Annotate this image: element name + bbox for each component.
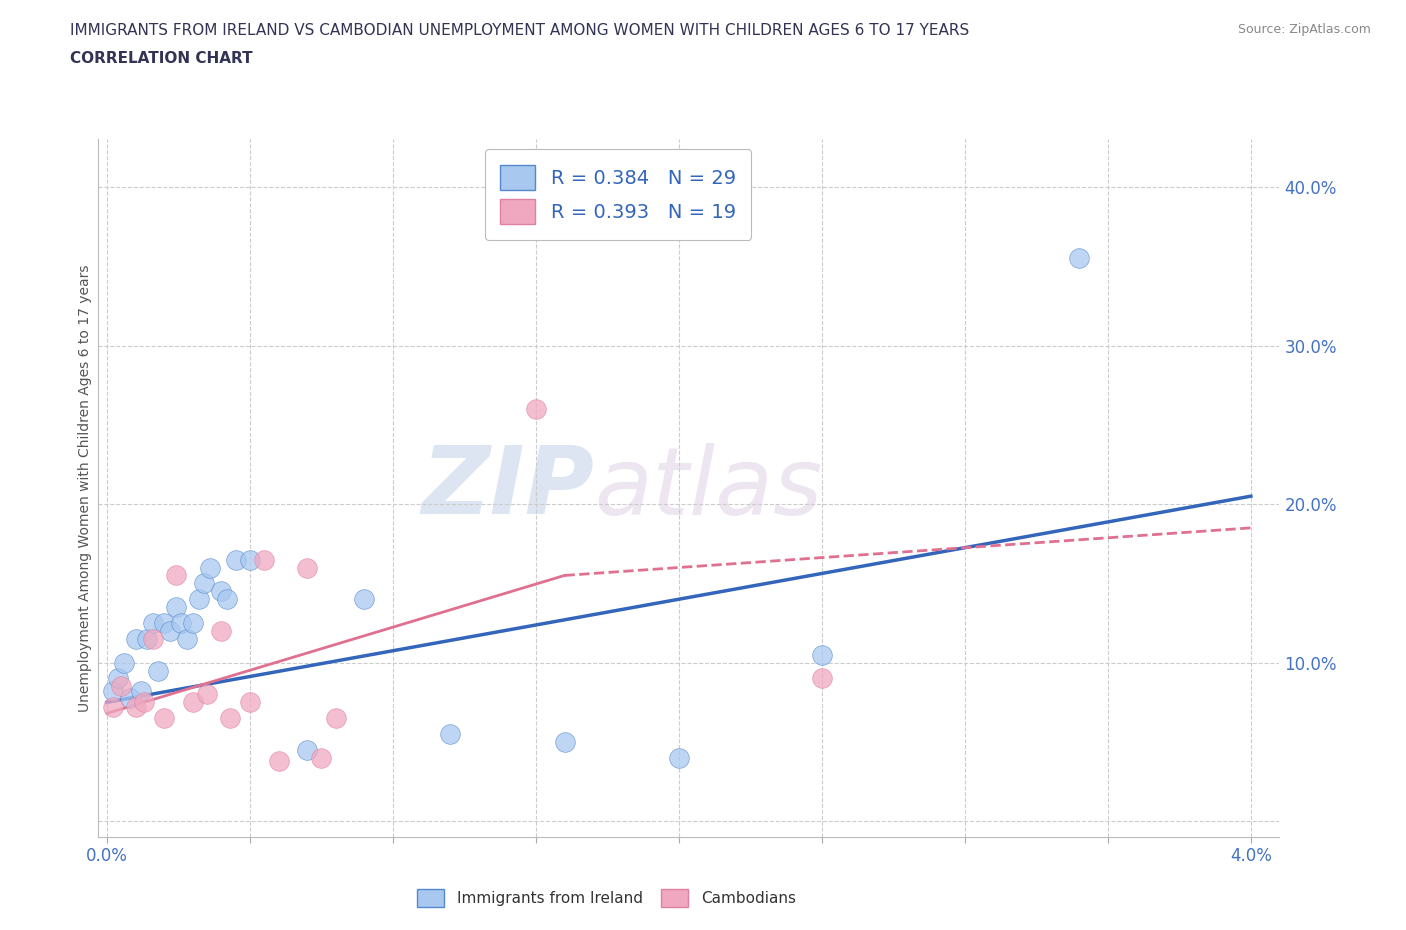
Point [124,699,146,714]
Text: Source: ZipAtlas.com: Source: ZipAtlas.com [1237,23,1371,36]
Point [134,695,156,710]
Point [295,742,318,757]
Point [198,560,221,575]
Point [110,679,132,694]
Point [209,584,232,599]
Point [136,631,159,646]
Point [148,663,170,678]
Point [170,616,193,631]
Text: IMMIGRANTS FROM IRELAND VS CAMBODIAN UNEMPLOYMENT AMONG WOMEN WITH CHILDREN AGES: IMMIGRANTS FROM IRELAND VS CAMBODIAN UNE… [70,23,970,38]
Point [118,690,141,705]
Point [181,616,204,631]
Text: CORRELATION CHART: CORRELATION CHART [70,51,253,66]
Point [142,631,165,646]
Point [311,751,333,765]
Point [325,711,347,725]
Point [101,684,124,698]
Point [165,568,187,583]
Point [239,695,262,710]
Point [811,671,834,686]
Point [253,552,276,567]
Point [193,576,215,591]
Y-axis label: Unemployment Among Women with Children Ages 6 to 17 years: Unemployment Among Women with Children A… [79,264,93,712]
Text: atlas: atlas [595,443,823,534]
Point [101,699,124,714]
Point [165,600,187,615]
Point [811,647,834,662]
Point [181,695,204,710]
Point [153,711,176,725]
Point [353,591,375,606]
Point [153,616,176,631]
Point [124,631,146,646]
Point [239,552,262,567]
Point [439,726,461,741]
Point [1069,251,1091,266]
Point [295,560,318,575]
Point [187,591,209,606]
Point [267,753,290,768]
Point [219,711,242,725]
Point [225,552,247,567]
Point [195,687,218,702]
Point [668,751,690,765]
Text: ZIP: ZIP [422,443,595,534]
Point [159,623,181,638]
Point [554,735,576,750]
Point [176,631,198,646]
Legend: Immigrants from Ireland, Cambodians: Immigrants from Ireland, Cambodians [411,884,801,913]
Point [217,591,239,606]
Point [107,671,129,686]
Point [142,616,165,631]
Point [524,402,547,417]
Point [131,684,153,698]
Point [112,655,135,670]
Point [209,623,232,638]
